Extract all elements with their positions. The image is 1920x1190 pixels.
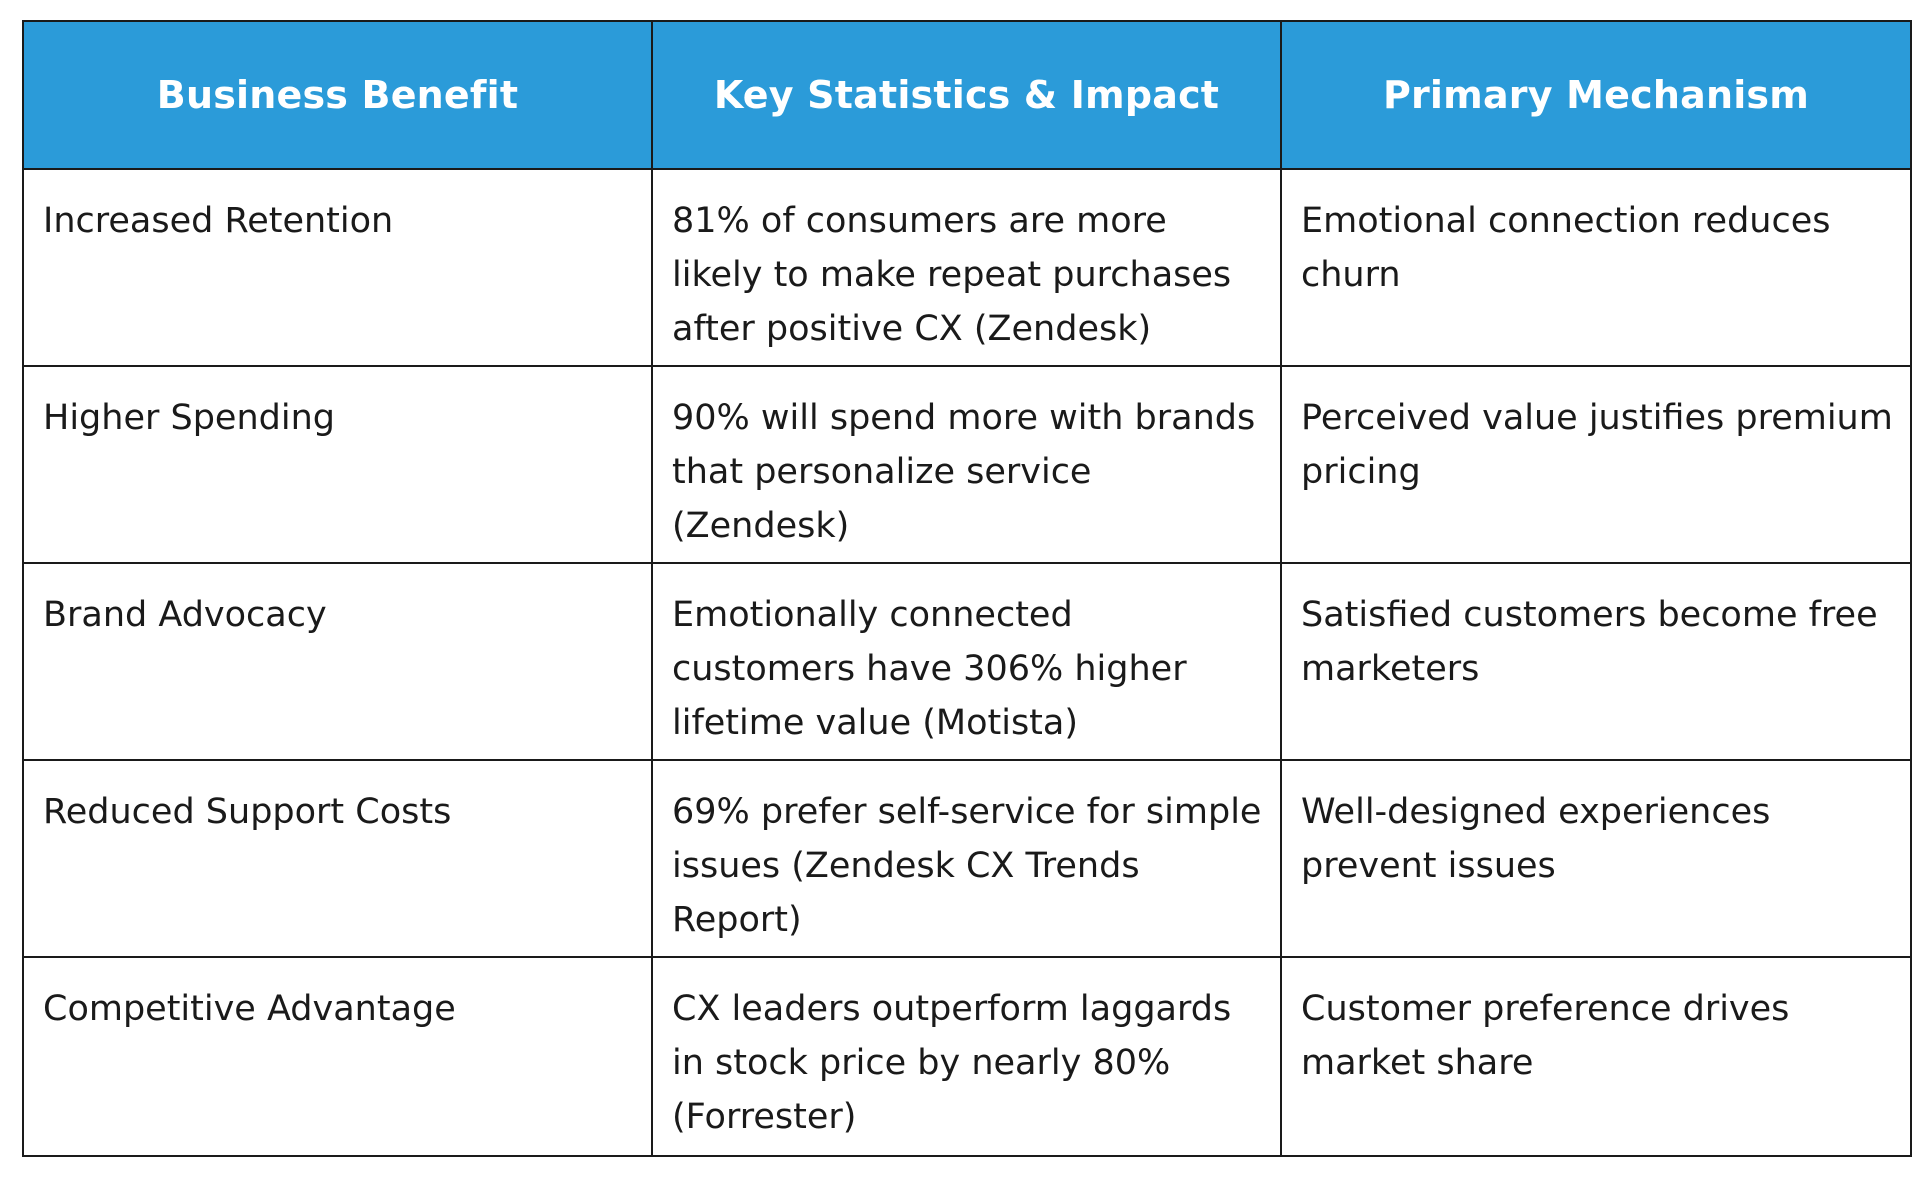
table-row: Increased Retention 81% of consumers are…: [22, 168, 1912, 367]
cell-statistic: 69% prefer self-service for simple issue…: [651, 759, 1282, 958]
header-row: Business Benefit Key Statistics & Impact…: [22, 20, 1912, 170]
cell-mechanism: Perceived value justifies premium pricin…: [1280, 365, 1912, 564]
header-business-benefit: Business Benefit: [22, 20, 653, 170]
benefits-table: Business Benefit Key Statistics & Impact…: [22, 20, 1912, 1157]
header-key-statistics: Key Statistics & Impact: [651, 20, 1282, 170]
table-header: Business Benefit Key Statistics & Impact…: [22, 20, 1912, 170]
cell-mechanism: Well-designed experiences prevent issues: [1280, 759, 1912, 958]
cell-benefit: Reduced Support Costs: [22, 759, 653, 958]
cell-benefit: Higher Spending: [22, 365, 653, 564]
table-row: Higher Spending 90% will spend more with…: [22, 365, 1912, 564]
header-primary-mechanism: Primary Mechanism: [1280, 20, 1912, 170]
cell-benefit: Brand Advocacy: [22, 562, 653, 761]
table-row: Reduced Support Costs 69% prefer self-se…: [22, 759, 1912, 958]
cell-statistic: CX leaders outperform laggards in stock …: [651, 956, 1282, 1157]
table-body: Increased Retention 81% of consumers are…: [22, 168, 1912, 1157]
cell-mechanism: Satisfied customers become free marketer…: [1280, 562, 1912, 761]
cell-mechanism: Customer preference drives market share: [1280, 956, 1912, 1157]
cell-mechanism: Emotional connection reduces churn: [1280, 168, 1912, 367]
cell-statistic: 81% of consumers are more likely to make…: [651, 168, 1282, 367]
cell-statistic: Emotionally connected customers have 306…: [651, 562, 1282, 761]
table-row: Competitive Advantage CX leaders outperf…: [22, 956, 1912, 1157]
table-row: Brand Advocacy Emotionally connected cus…: [22, 562, 1912, 761]
cell-statistic: 90% will spend more with brands that per…: [651, 365, 1282, 564]
cell-benefit: Competitive Advantage: [22, 956, 653, 1157]
benefits-table-container: Business Benefit Key Statistics & Impact…: [22, 20, 1912, 1157]
cell-benefit: Increased Retention: [22, 168, 653, 367]
